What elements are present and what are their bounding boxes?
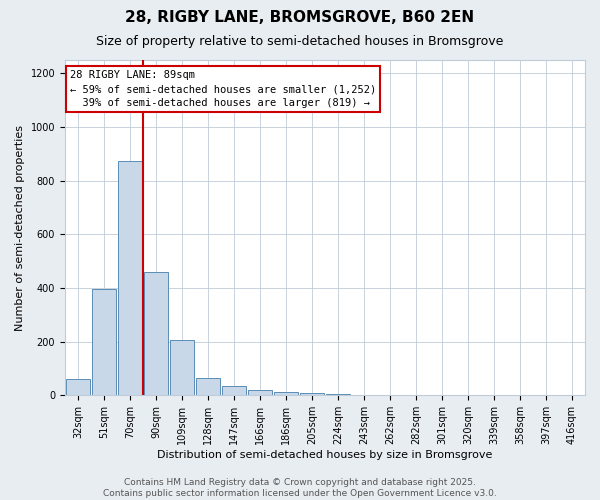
Bar xyxy=(118,160,142,396)
Bar xyxy=(274,392,298,396)
Bar xyxy=(144,272,167,396)
Bar xyxy=(352,394,376,396)
Text: Contains HM Land Registry data © Crown copyright and database right 2025.
Contai: Contains HM Land Registry data © Crown c… xyxy=(103,478,497,498)
Bar xyxy=(222,386,245,396)
Bar xyxy=(170,340,194,396)
Bar xyxy=(196,378,220,396)
Bar xyxy=(326,394,350,396)
Bar xyxy=(66,380,89,396)
X-axis label: Distribution of semi-detached houses by size in Bromsgrove: Distribution of semi-detached houses by … xyxy=(157,450,493,460)
Text: 28, RIGBY LANE, BROMSGROVE, B60 2EN: 28, RIGBY LANE, BROMSGROVE, B60 2EN xyxy=(125,10,475,25)
Y-axis label: Number of semi-detached properties: Number of semi-detached properties xyxy=(15,124,25,330)
Text: Size of property relative to semi-detached houses in Bromsgrove: Size of property relative to semi-detach… xyxy=(97,35,503,48)
Bar xyxy=(300,394,323,396)
Bar xyxy=(378,395,401,396)
Bar xyxy=(248,390,272,396)
Bar xyxy=(92,290,116,396)
Text: 28 RIGBY LANE: 89sqm
← 59% of semi-detached houses are smaller (1,252)
  39% of : 28 RIGBY LANE: 89sqm ← 59% of semi-detac… xyxy=(70,70,376,108)
